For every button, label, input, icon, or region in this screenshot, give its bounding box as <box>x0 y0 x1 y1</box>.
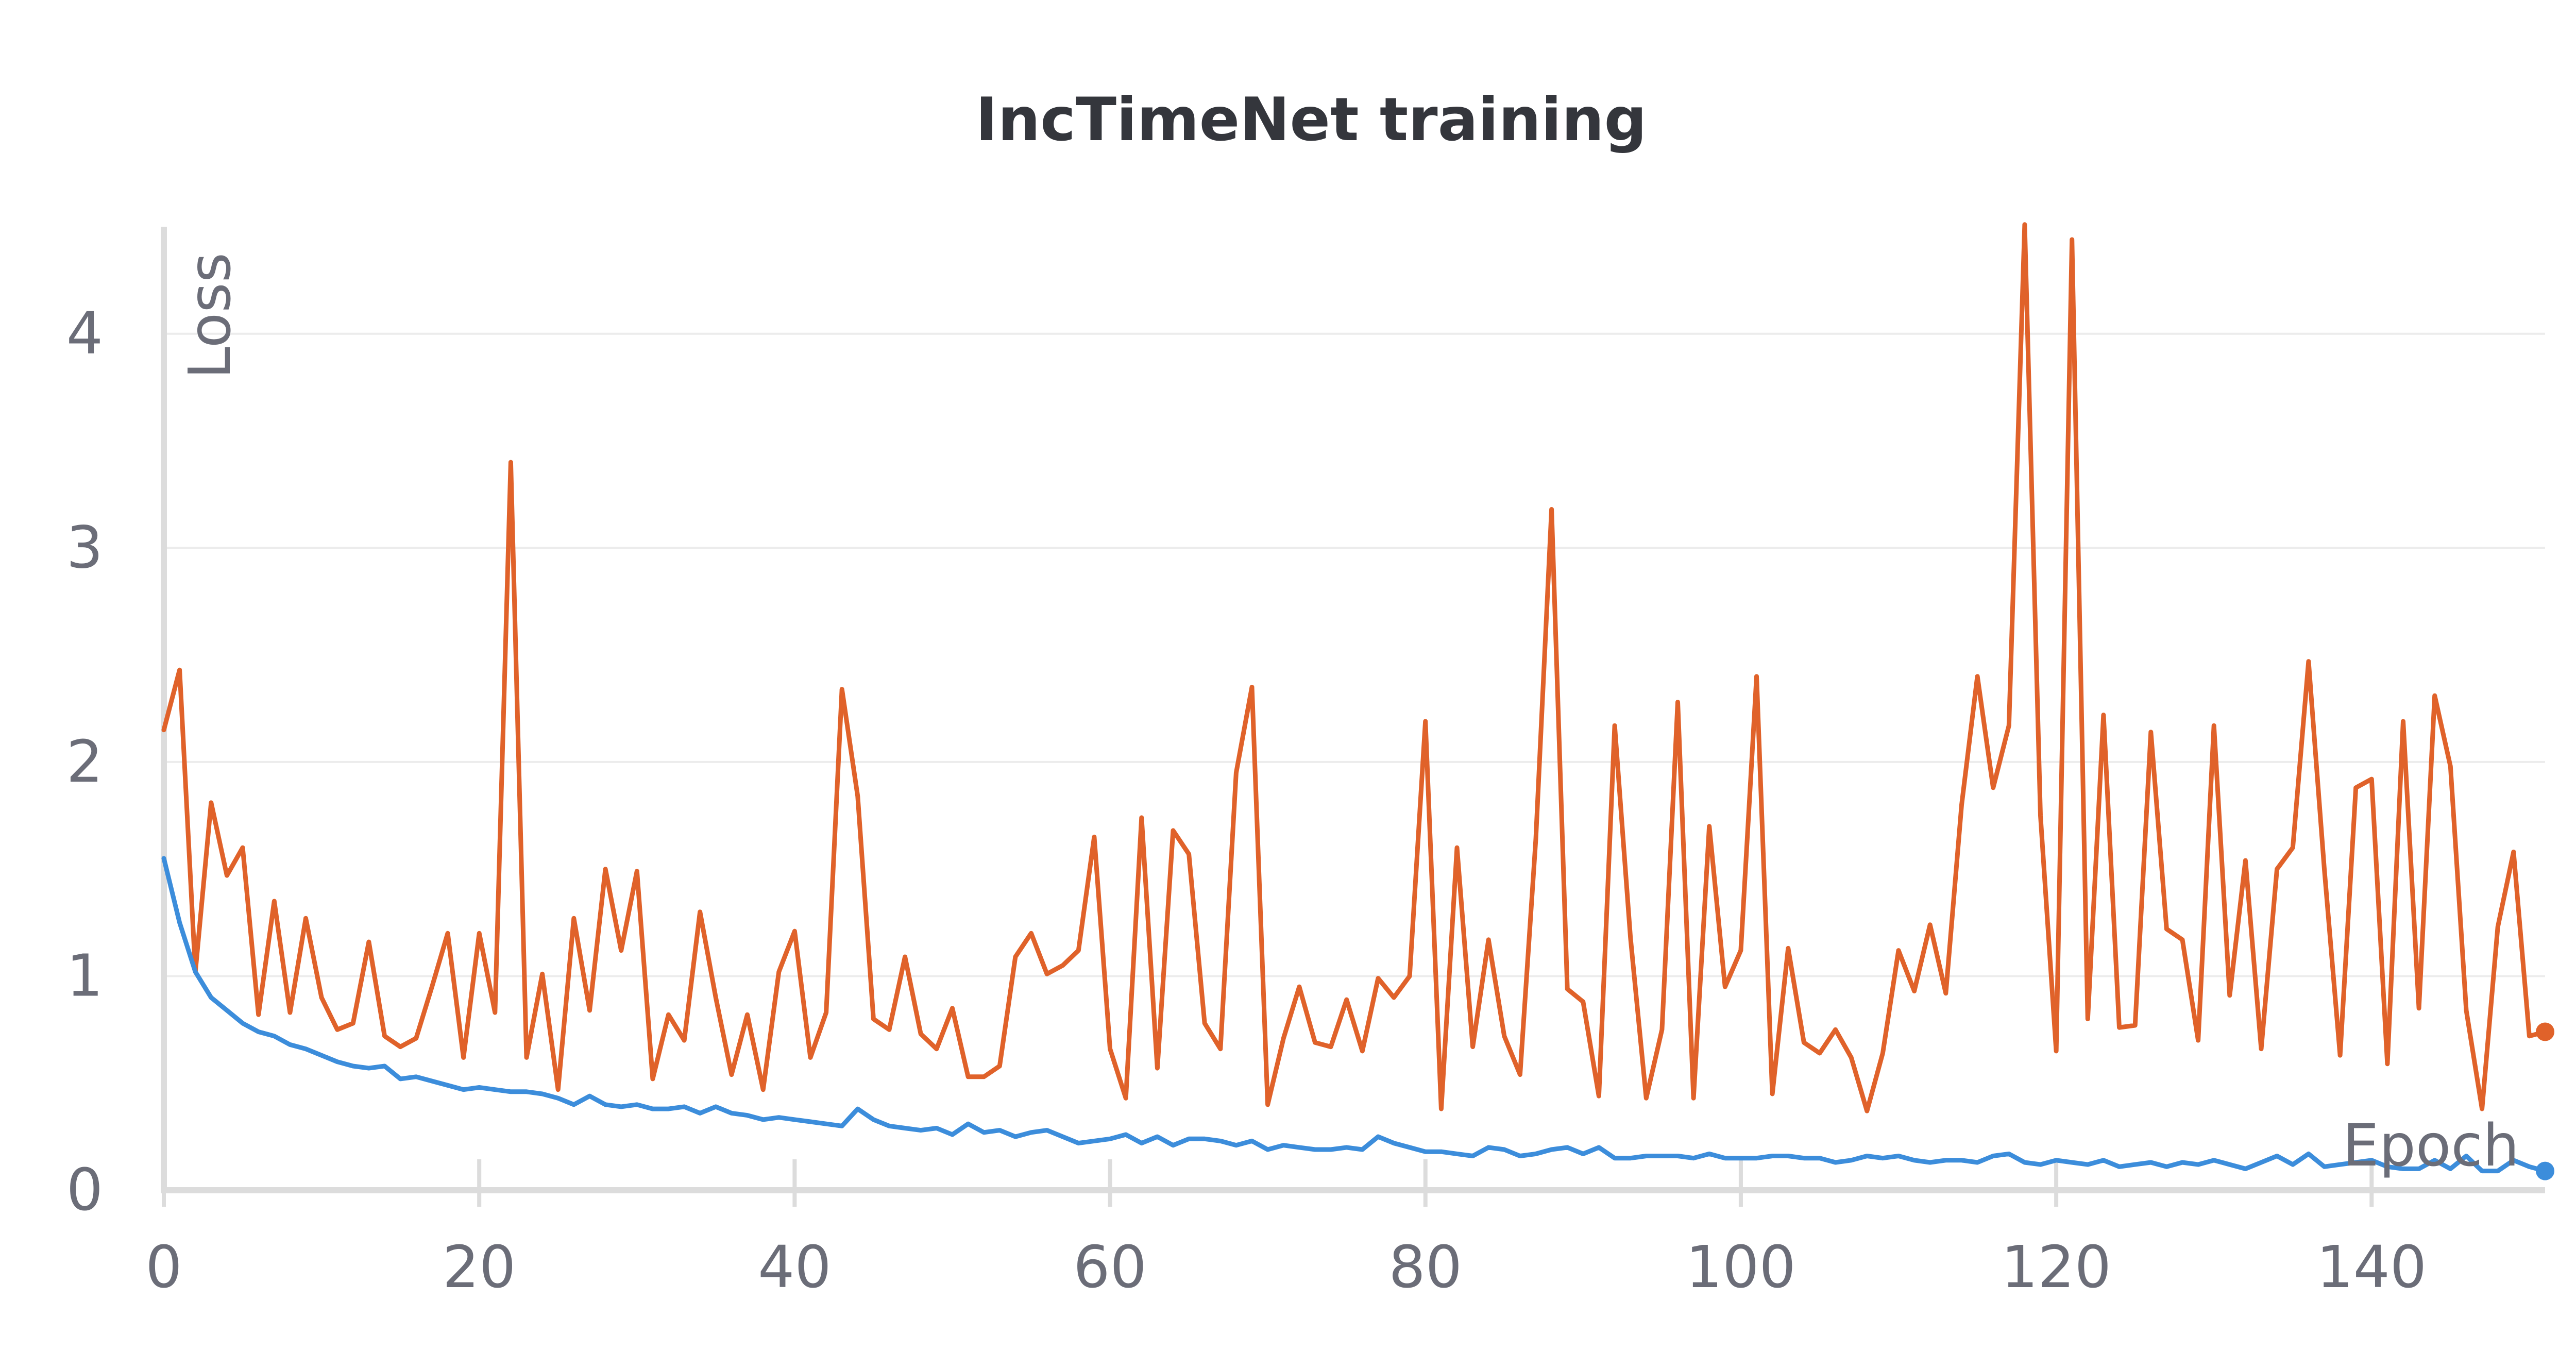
y-tick-label: 3 <box>66 514 103 581</box>
axes <box>161 227 2545 1207</box>
x-axis-label: Epoch <box>2343 1112 2519 1179</box>
x-tick-label: 120 <box>2001 1234 2111 1301</box>
y-axis-label: Loss <box>177 252 244 379</box>
x-tick-label: 0 <box>145 1234 182 1301</box>
chart-title: IncTimeNet training <box>975 85 1647 155</box>
y-tick-label: 1 <box>66 942 103 1009</box>
x-tick-label: 20 <box>443 1234 516 1301</box>
y-tick-label: 0 <box>66 1157 103 1224</box>
series-end-point-1 <box>2536 1022 2554 1041</box>
series-line-2 <box>161 856 2548 1174</box>
y-tick-label: 2 <box>66 729 103 796</box>
x-tick-label: 60 <box>1073 1234 1147 1301</box>
x-tick-label: 80 <box>1388 1234 1462 1301</box>
x-tick-label: 100 <box>1686 1234 1796 1301</box>
series-end-point-2 <box>2536 1161 2554 1180</box>
x-tick-label: 140 <box>2316 1234 2427 1301</box>
series-lines <box>161 222 2554 1180</box>
x-tick-label: 40 <box>758 1234 832 1301</box>
series-line-1 <box>161 222 2548 1113</box>
y-tick-label: 4 <box>66 300 103 367</box>
